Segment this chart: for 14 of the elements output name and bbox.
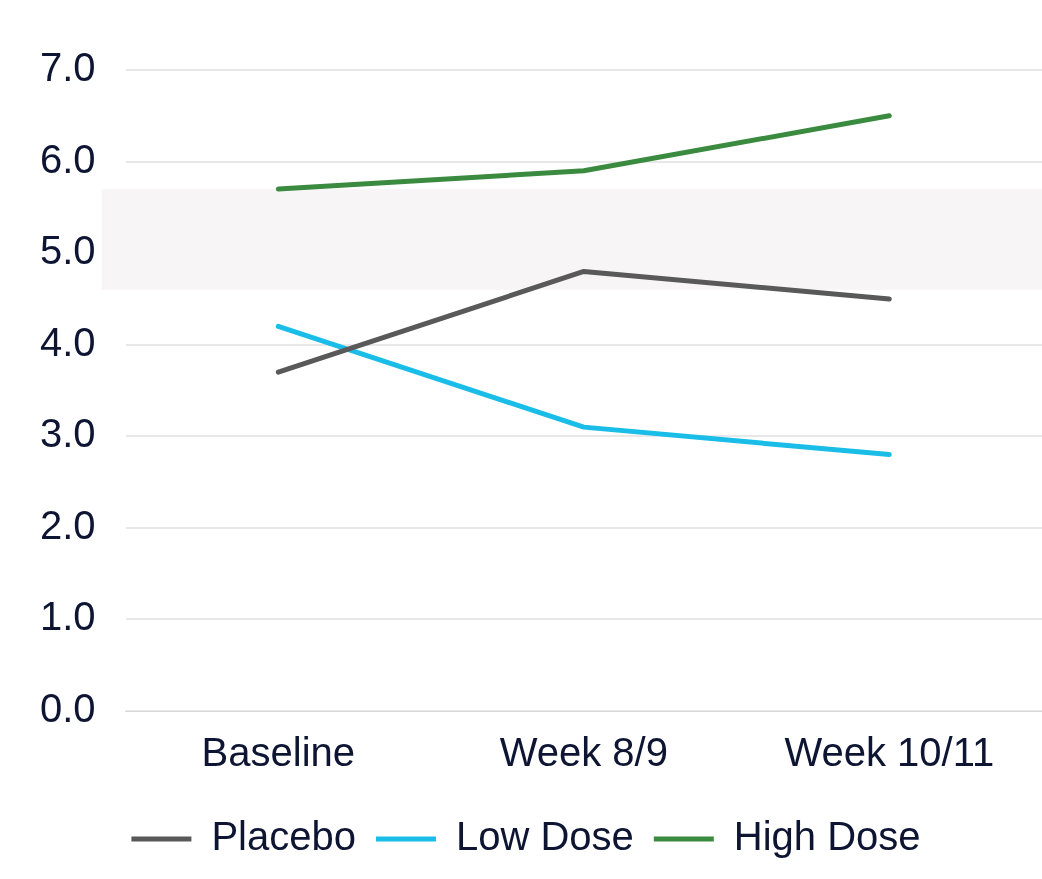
y-tick-label: 2.0 <box>40 502 96 547</box>
legend-label: Placebo <box>211 814 356 859</box>
y-tick-label: 3.0 <box>40 411 96 456</box>
y-tick-label: 4.0 <box>40 319 96 364</box>
legend-label: High Dose <box>733 814 921 859</box>
y-tick-label: 0.0 <box>40 686 96 731</box>
x-tick-label: Week 8/9 <box>499 730 668 775</box>
x-tick-label: Baseline <box>201 730 356 775</box>
legend-label: Low Dose <box>455 814 634 859</box>
y-tick-label: 6.0 <box>40 136 96 181</box>
y-tick-label: 7.0 <box>40 45 96 90</box>
x-tick-label: Week 10/11 <box>784 730 995 775</box>
y-tick-label: 5.0 <box>40 228 96 273</box>
y-tick-label: 1.0 <box>40 594 96 639</box>
